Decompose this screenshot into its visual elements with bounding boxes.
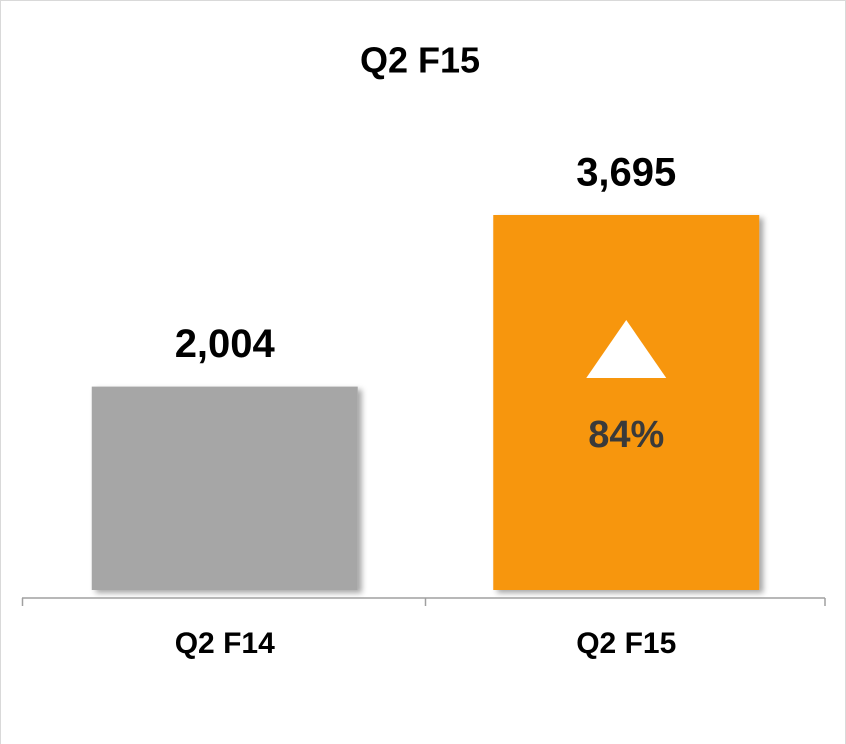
x-tick-label: Q2 F15 — [576, 627, 676, 660]
value-label: 2,004 — [175, 322, 276, 366]
bar — [91, 386, 358, 590]
increase-arrow — [586, 320, 667, 378]
plot-area: Q2 F14 2,004 Q2 F15 3,695 84% — [91, 151, 760, 660]
value-label: 3,695 — [576, 151, 676, 195]
bar — [493, 215, 760, 590]
chart-title: Q2 F15 — [360, 40, 480, 81]
x-tick-label: Q2 F14 — [175, 627, 275, 660]
change-annotation: 84% — [588, 414, 664, 456]
